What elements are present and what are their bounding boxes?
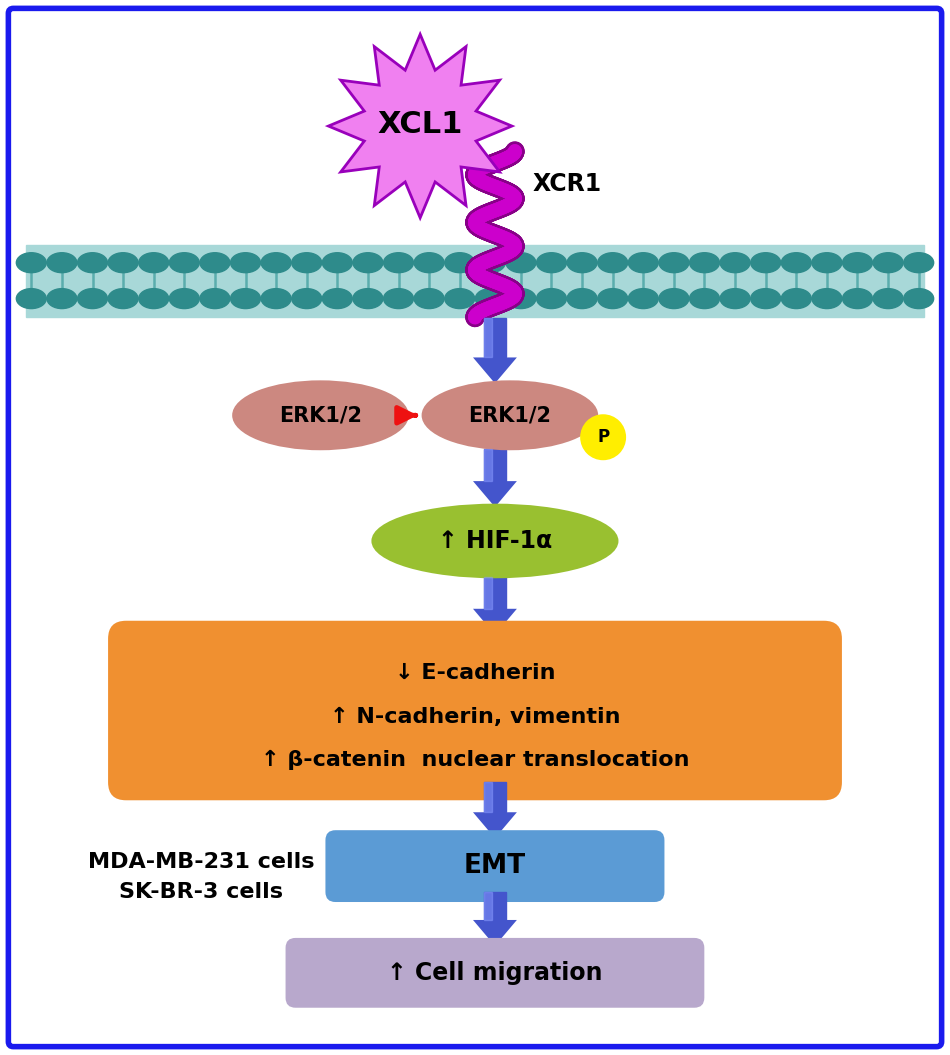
- FancyBboxPatch shape: [9, 8, 941, 1047]
- Ellipse shape: [231, 253, 260, 272]
- Polygon shape: [473, 920, 517, 946]
- Ellipse shape: [108, 253, 138, 272]
- Polygon shape: [473, 812, 517, 838]
- FancyBboxPatch shape: [108, 620, 842, 801]
- Text: MDA-MB-231 cells: MDA-MB-231 cells: [87, 852, 314, 872]
- FancyBboxPatch shape: [286, 938, 704, 1008]
- Ellipse shape: [261, 253, 291, 272]
- Ellipse shape: [720, 253, 750, 272]
- Ellipse shape: [384, 289, 413, 308]
- Bar: [484, 783, 506, 812]
- Ellipse shape: [628, 253, 658, 272]
- Ellipse shape: [903, 289, 934, 308]
- Ellipse shape: [659, 289, 689, 308]
- Text: ↑ Cell migration: ↑ Cell migration: [388, 961, 602, 984]
- Bar: [484, 577, 492, 609]
- Ellipse shape: [47, 289, 77, 308]
- Bar: [484, 577, 506, 609]
- Ellipse shape: [78, 253, 107, 272]
- Ellipse shape: [812, 289, 842, 308]
- Ellipse shape: [16, 289, 47, 308]
- Bar: [484, 783, 492, 812]
- Ellipse shape: [139, 289, 169, 308]
- Ellipse shape: [200, 289, 230, 308]
- Ellipse shape: [445, 253, 475, 272]
- Ellipse shape: [720, 289, 750, 308]
- Bar: [484, 318, 492, 358]
- Ellipse shape: [873, 253, 903, 272]
- Text: P: P: [597, 428, 609, 446]
- Polygon shape: [473, 609, 517, 635]
- Ellipse shape: [231, 289, 260, 308]
- Polygon shape: [329, 35, 512, 217]
- Ellipse shape: [445, 289, 475, 308]
- Ellipse shape: [475, 289, 505, 308]
- Ellipse shape: [506, 253, 536, 272]
- Ellipse shape: [233, 382, 408, 449]
- Ellipse shape: [261, 289, 291, 308]
- Text: ↓ E-cadherin: ↓ E-cadherin: [395, 663, 555, 683]
- Bar: [484, 893, 492, 920]
- FancyBboxPatch shape: [326, 830, 664, 902]
- Ellipse shape: [384, 253, 413, 272]
- Ellipse shape: [659, 253, 689, 272]
- Ellipse shape: [108, 289, 138, 308]
- Ellipse shape: [16, 253, 47, 272]
- Bar: [484, 449, 506, 481]
- Ellipse shape: [139, 253, 169, 272]
- Ellipse shape: [903, 253, 934, 272]
- Ellipse shape: [781, 289, 811, 308]
- Ellipse shape: [598, 289, 628, 308]
- Ellipse shape: [843, 289, 872, 308]
- Text: ↑ N-cadherin, vimentin: ↑ N-cadherin, vimentin: [330, 707, 620, 727]
- Ellipse shape: [475, 253, 505, 272]
- Ellipse shape: [353, 289, 383, 308]
- Ellipse shape: [750, 289, 781, 308]
- Ellipse shape: [200, 253, 230, 272]
- Ellipse shape: [537, 289, 566, 308]
- Ellipse shape: [322, 253, 352, 272]
- Ellipse shape: [372, 505, 618, 577]
- Ellipse shape: [537, 253, 566, 272]
- Bar: [27, 245, 923, 316]
- Polygon shape: [473, 481, 517, 507]
- Text: ↑ HIF-1α: ↑ HIF-1α: [438, 529, 552, 553]
- Ellipse shape: [322, 289, 352, 308]
- Ellipse shape: [598, 253, 628, 272]
- Text: XCL1: XCL1: [377, 110, 463, 138]
- Ellipse shape: [843, 253, 872, 272]
- Ellipse shape: [47, 253, 77, 272]
- Ellipse shape: [169, 289, 200, 308]
- Ellipse shape: [812, 253, 842, 272]
- Ellipse shape: [169, 253, 200, 272]
- Ellipse shape: [414, 289, 444, 308]
- Bar: [484, 449, 492, 481]
- Ellipse shape: [292, 289, 322, 308]
- Bar: [484, 893, 506, 920]
- Ellipse shape: [78, 289, 107, 308]
- Text: ERK1/2: ERK1/2: [279, 405, 362, 425]
- Ellipse shape: [567, 253, 597, 272]
- Text: SK-BR-3 cells: SK-BR-3 cells: [119, 882, 283, 902]
- Ellipse shape: [690, 289, 719, 308]
- Ellipse shape: [292, 253, 322, 272]
- Text: EMT: EMT: [464, 853, 526, 879]
- Ellipse shape: [628, 289, 658, 308]
- Text: XCR1: XCR1: [533, 172, 602, 196]
- Text: ↑ β-catenin  nuclear translocation: ↑ β-catenin nuclear translocation: [260, 750, 690, 770]
- Ellipse shape: [567, 289, 597, 308]
- Ellipse shape: [423, 382, 598, 449]
- Ellipse shape: [414, 253, 444, 272]
- Ellipse shape: [690, 253, 719, 272]
- Ellipse shape: [506, 289, 536, 308]
- Ellipse shape: [873, 289, 903, 308]
- Polygon shape: [473, 358, 517, 383]
- Ellipse shape: [353, 253, 383, 272]
- Circle shape: [581, 416, 625, 459]
- Bar: [484, 318, 506, 358]
- Ellipse shape: [781, 253, 811, 272]
- Text: ERK1/2: ERK1/2: [468, 405, 551, 425]
- Ellipse shape: [750, 253, 781, 272]
